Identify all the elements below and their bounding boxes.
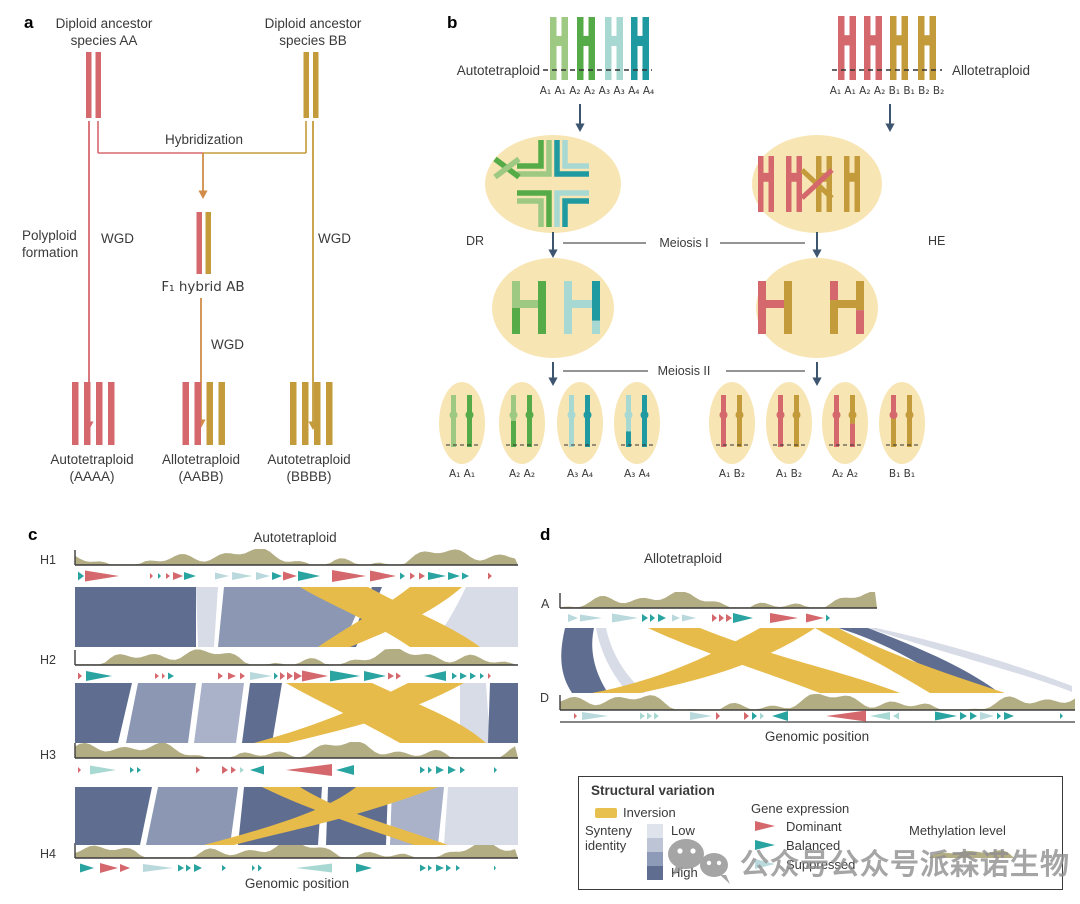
dr-label: DR	[466, 234, 485, 248]
panel-d-title: Allotetraploid	[643, 551, 723, 566]
gene-expression-title: Gene expression	[751, 801, 850, 816]
methylation-label: Methylation level	[909, 823, 1006, 838]
gamete-label: A₃ A₄	[566, 468, 594, 480]
panel-d-tag: d	[540, 525, 551, 544]
track-label-h1: H1	[40, 553, 56, 567]
allotetraploid-b-label: Allotetraploid	[952, 63, 1031, 78]
wgd-mid-label: WGD	[211, 337, 244, 352]
dominant-label: Dominant	[786, 819, 842, 834]
synteny-high-label: High	[671, 865, 698, 880]
autotetraploid-b-label: Autotetraploid	[456, 63, 540, 78]
suppressed-arrow-icon	[755, 859, 775, 869]
allo-chromosome-labels: A₁ A₁ A₂ A₂ B₁ B₁ B₂ B₂	[829, 85, 945, 97]
gamete-label: B₁ B₁	[888, 468, 916, 480]
hybridization-label: Hybridization	[164, 132, 244, 147]
ancestor-bb-label: Diploid ancestor species BB	[264, 16, 362, 48]
gamete-label: A₁ B₂	[775, 468, 803, 480]
gamete-label: A₂ A₂	[508, 468, 536, 480]
auto-chromosome-labels: A₁ A₁ A₂ A₂ A₃ A₃ A₄ A₄	[539, 85, 655, 97]
autotetraploid-bbbb-label: Autotetraploid (BBBB)	[267, 452, 351, 484]
balanced-label: Balanced	[786, 838, 841, 853]
dominant-arrow-icon	[755, 821, 775, 831]
track-label-h3: H3	[40, 748, 56, 762]
gamete-label: A₂ A₂	[831, 468, 859, 480]
synteny-identity-label: Synteny identity	[585, 823, 632, 853]
panel-b-tag: b	[447, 13, 458, 32]
polyploid-formation-label: Polyploid formation	[22, 228, 79, 260]
inversion-swatch-icon	[595, 808, 617, 818]
panel-c-tag: c	[28, 525, 38, 544]
track-label-a: A	[541, 597, 550, 611]
meiosis-2-label: Meiosis II	[657, 364, 711, 378]
legend-title: Structural variation	[591, 783, 715, 798]
track-label-h4: H4	[40, 847, 56, 861]
synteny-gradient-icon	[647, 824, 663, 880]
track-label-h2: H2	[40, 653, 56, 667]
f1-hybrid-label: F₁ hybrid AB	[161, 279, 245, 295]
balanced-arrow-icon	[755, 840, 775, 850]
panel-c-xlabel: Genomic position	[244, 876, 350, 891]
gamete-label: A₁ B₂	[718, 468, 746, 480]
wgd-left-label: WGD	[101, 231, 134, 246]
autotetraploid-aaaa-label: Autotetraploid (AAAA)	[50, 452, 134, 484]
synteny-low-label: Low	[671, 823, 695, 838]
panel-a-tag: a	[24, 13, 34, 32]
allotetraploid-aabb-label: Allotetraploid (AABB)	[161, 452, 241, 484]
legend-box: Structural variation Inversion Synteny i…	[578, 776, 1063, 890]
meiosis-1-label: Meiosis I	[659, 236, 709, 250]
gamete-label: A₃ A₄	[623, 468, 651, 480]
panel-d-xlabel: Genomic position	[764, 729, 870, 744]
gamete-label: A₁ A₁	[448, 468, 476, 480]
suppressed-label: Suppressed	[786, 857, 856, 872]
panel-c-title: Autotetraploid	[253, 530, 337, 545]
ancestor-aa-label: Diploid ancestor species AA	[55, 16, 153, 48]
methylation-swatch-icon	[929, 845, 1014, 863]
inversion-label: Inversion	[623, 805, 676, 820]
wgd-right-label: WGD	[318, 231, 351, 246]
he-label: HE	[928, 234, 946, 248]
track-label-d: D	[540, 691, 550, 705]
